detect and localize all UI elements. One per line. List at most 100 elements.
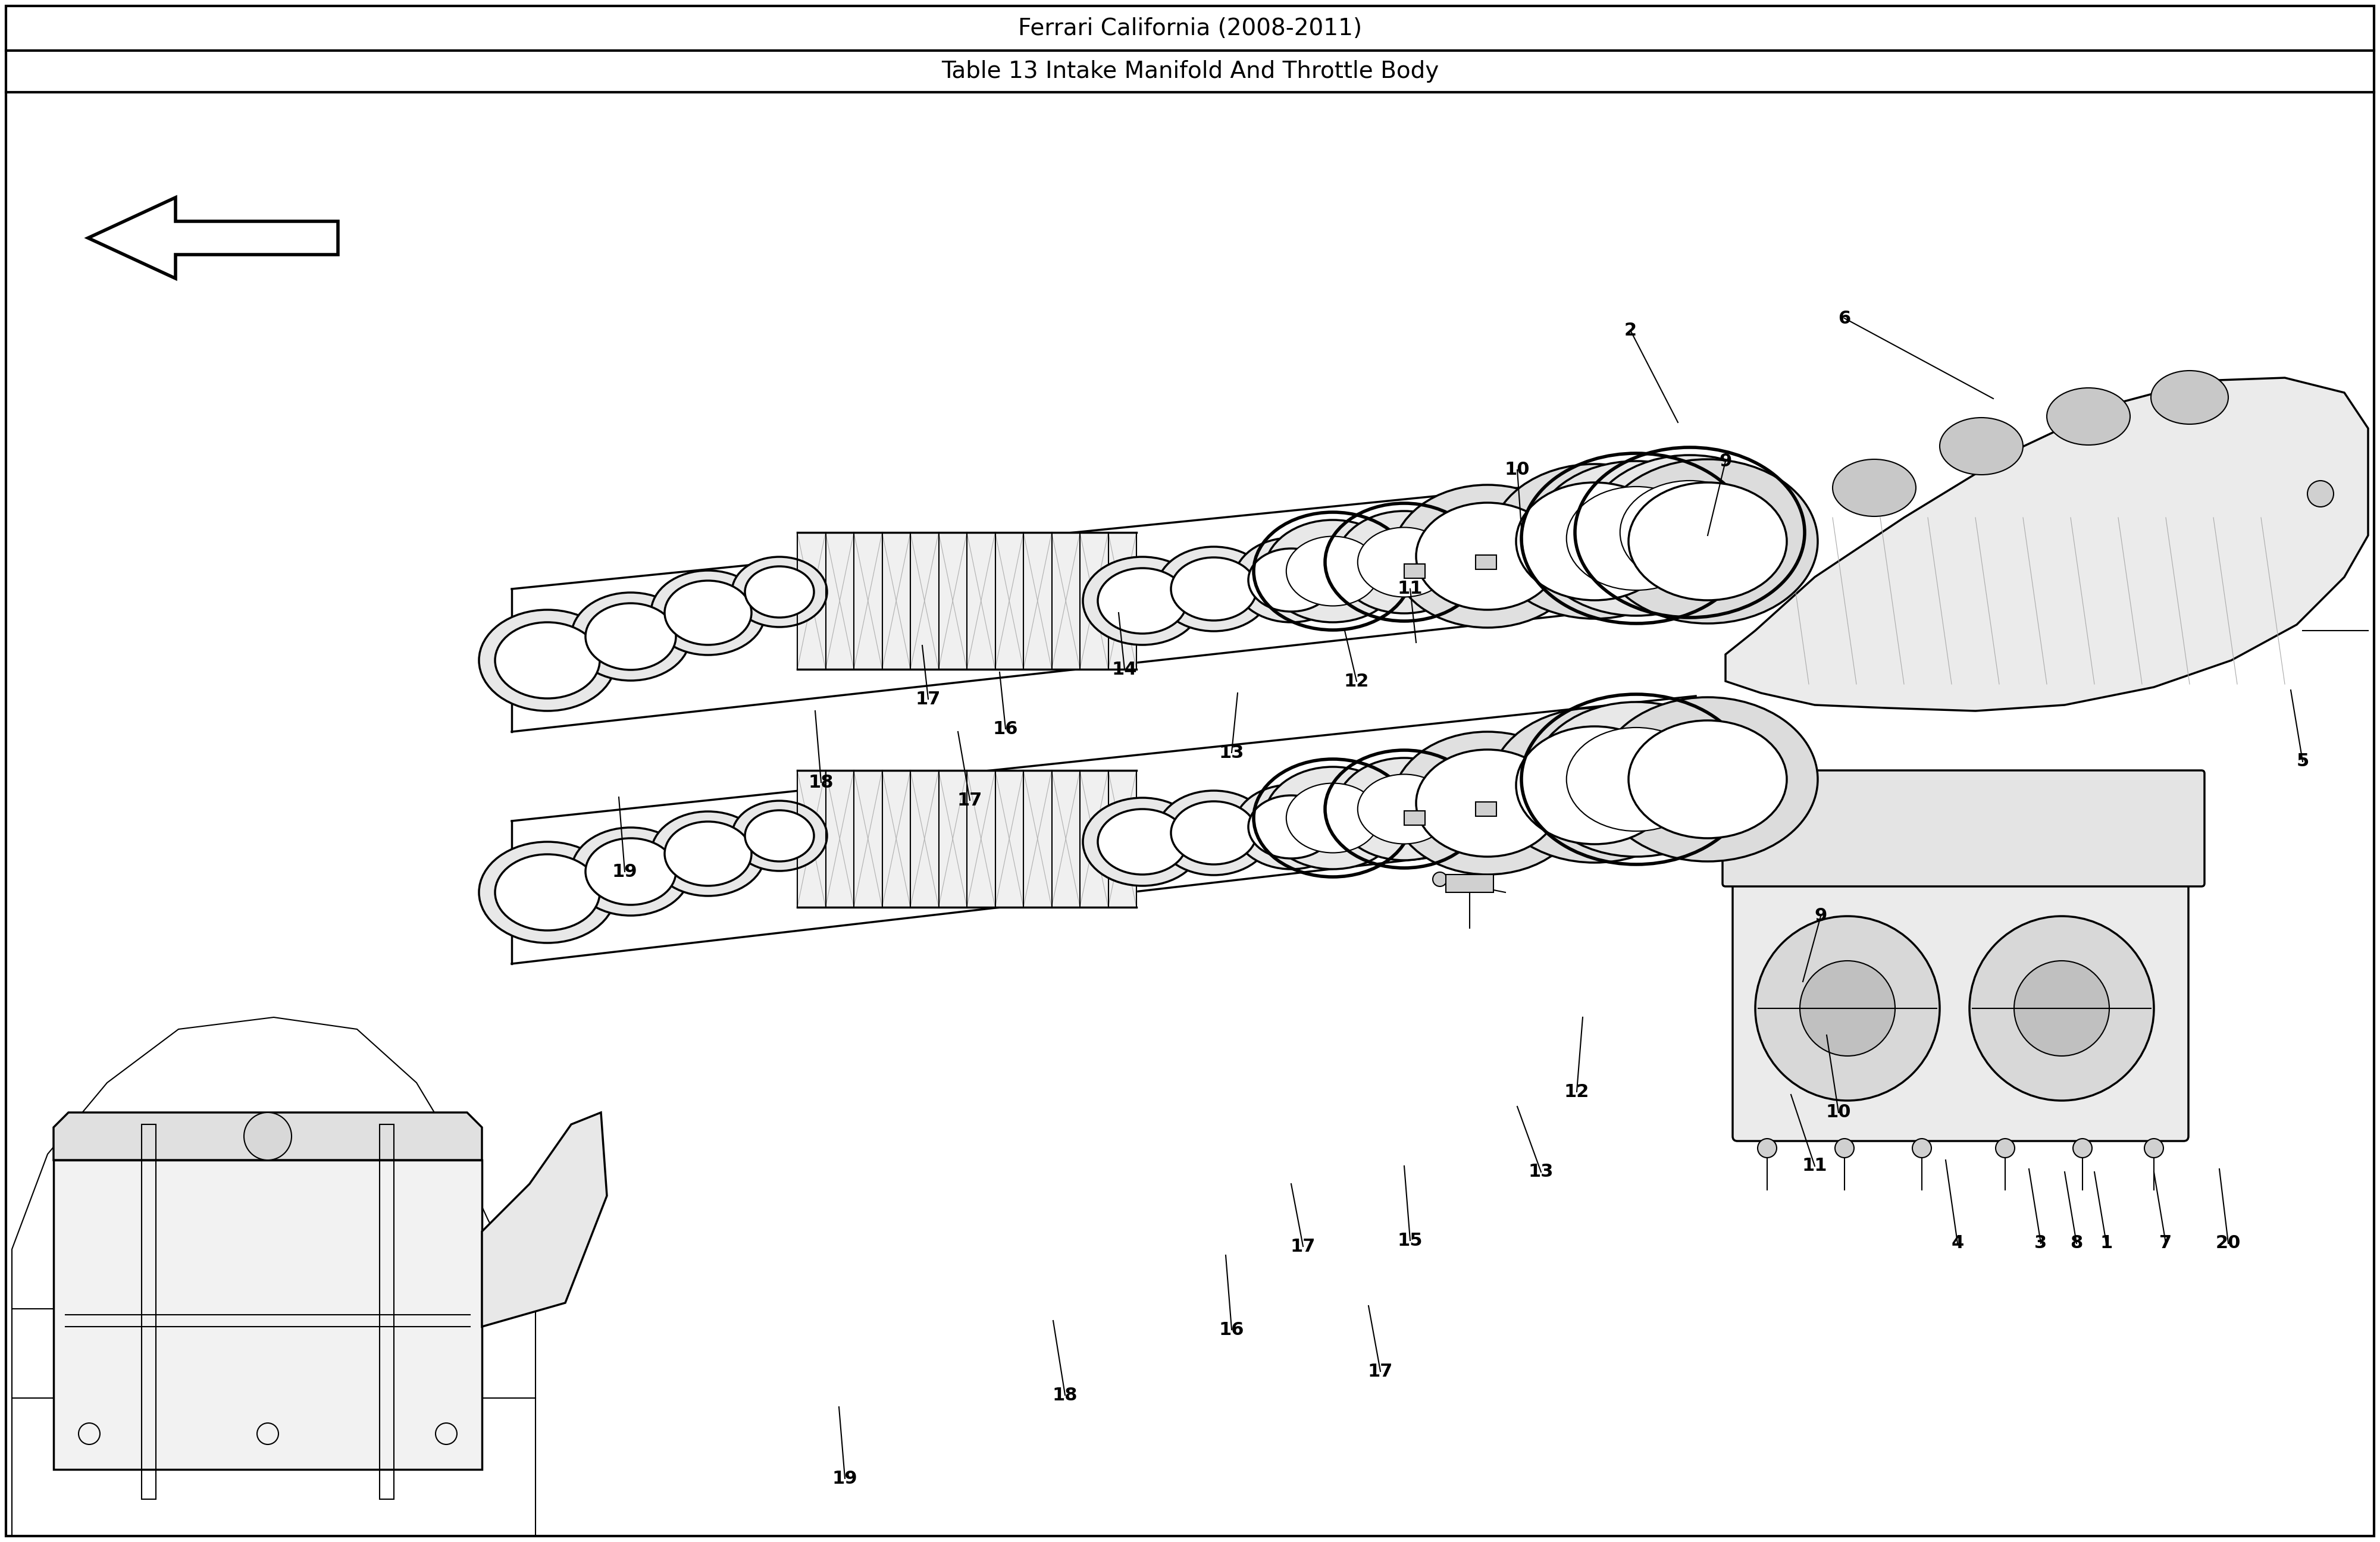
Ellipse shape — [1566, 728, 1706, 831]
Ellipse shape — [1264, 520, 1402, 623]
Ellipse shape — [1392, 732, 1583, 874]
Ellipse shape — [733, 800, 828, 871]
Ellipse shape — [652, 811, 766, 896]
Text: 1: 1 — [2099, 1235, 2113, 1252]
Bar — [1447, 874, 1495, 893]
Ellipse shape — [2152, 370, 2228, 424]
Ellipse shape — [1628, 483, 1787, 600]
Polygon shape — [481, 1112, 607, 1326]
Text: 15: 15 — [1397, 1232, 1423, 1249]
Polygon shape — [1726, 378, 2368, 711]
Text: 19: 19 — [833, 1470, 857, 1486]
Ellipse shape — [1490, 464, 1699, 618]
Ellipse shape — [1264, 766, 1402, 870]
Ellipse shape — [478, 842, 616, 942]
Ellipse shape — [664, 581, 752, 645]
Ellipse shape — [1585, 455, 1795, 609]
Text: 16: 16 — [1219, 1321, 1245, 1338]
Ellipse shape — [1490, 708, 1699, 862]
Polygon shape — [52, 1112, 481, 1160]
Ellipse shape — [1357, 774, 1452, 843]
Text: 11: 11 — [1397, 580, 1423, 598]
Text: 9: 9 — [1814, 908, 1828, 925]
Text: 13: 13 — [1219, 743, 1245, 762]
Bar — [381, 1124, 395, 1499]
Text: 18: 18 — [809, 774, 833, 791]
Text: 12: 12 — [1345, 672, 1368, 689]
Ellipse shape — [664, 822, 752, 885]
Text: 8: 8 — [2071, 1235, 2082, 1252]
Text: 20: 20 — [2216, 1235, 2242, 1252]
Text: 5: 5 — [2297, 752, 2309, 769]
Ellipse shape — [733, 557, 828, 628]
Circle shape — [1799, 961, 1894, 1056]
Ellipse shape — [1833, 460, 1916, 517]
Bar — [1476, 555, 1497, 569]
Bar — [52, 1160, 481, 1470]
Circle shape — [1971, 916, 2154, 1101]
Circle shape — [1835, 1138, 1854, 1158]
Ellipse shape — [1416, 503, 1559, 609]
Bar — [1476, 802, 1497, 816]
Ellipse shape — [1233, 538, 1347, 623]
Ellipse shape — [571, 592, 690, 680]
Ellipse shape — [571, 828, 690, 916]
Ellipse shape — [745, 566, 814, 617]
Circle shape — [1994, 1138, 2013, 1158]
Circle shape — [2013, 961, 2109, 1056]
Ellipse shape — [495, 854, 600, 930]
Bar — [1404, 811, 1426, 825]
Circle shape — [2144, 1138, 2163, 1158]
Ellipse shape — [1157, 791, 1271, 876]
Ellipse shape — [1392, 484, 1583, 628]
Ellipse shape — [1566, 487, 1706, 591]
Ellipse shape — [1416, 749, 1559, 857]
FancyBboxPatch shape — [1733, 876, 2190, 1141]
Circle shape — [245, 1112, 290, 1160]
Ellipse shape — [1083, 797, 1202, 885]
Bar — [1404, 564, 1426, 578]
Circle shape — [2309, 481, 2332, 507]
Bar — [143, 1124, 157, 1499]
Ellipse shape — [1516, 726, 1673, 843]
Ellipse shape — [1247, 796, 1333, 859]
Ellipse shape — [1171, 802, 1257, 865]
Text: 13: 13 — [1528, 1163, 1554, 1181]
Text: 10: 10 — [1825, 1104, 1852, 1121]
Ellipse shape — [1285, 537, 1380, 606]
Ellipse shape — [1247, 549, 1333, 612]
Ellipse shape — [1940, 418, 2023, 475]
Ellipse shape — [1097, 810, 1188, 874]
Text: 19: 19 — [612, 864, 638, 880]
Text: 18: 18 — [1052, 1386, 1078, 1403]
Text: 4: 4 — [1952, 1235, 1964, 1252]
Text: 7: 7 — [2159, 1235, 2173, 1252]
Polygon shape — [88, 197, 338, 279]
Ellipse shape — [478, 609, 616, 711]
Ellipse shape — [1628, 720, 1787, 839]
Ellipse shape — [1597, 697, 1818, 862]
Ellipse shape — [1233, 785, 1347, 870]
Ellipse shape — [1157, 547, 1271, 631]
Ellipse shape — [1357, 527, 1452, 597]
Ellipse shape — [1083, 557, 1202, 645]
Text: 2: 2 — [1623, 322, 1637, 339]
Ellipse shape — [1516, 483, 1673, 600]
Ellipse shape — [1335, 510, 1473, 614]
Text: 9: 9 — [1718, 452, 1733, 470]
Text: Ferrari California (2008-2011): Ferrari California (2008-2011) — [1019, 17, 1361, 40]
Circle shape — [1756, 916, 1940, 1101]
Ellipse shape — [585, 603, 676, 669]
Ellipse shape — [495, 623, 600, 699]
Ellipse shape — [1597, 460, 1818, 623]
Ellipse shape — [1097, 567, 1188, 634]
Text: 17: 17 — [1290, 1238, 1316, 1255]
Text: 12: 12 — [1564, 1082, 1590, 1101]
Circle shape — [2073, 1138, 2092, 1158]
Ellipse shape — [1285, 783, 1380, 853]
Ellipse shape — [585, 839, 676, 905]
Text: 17: 17 — [916, 691, 940, 708]
Circle shape — [1914, 1138, 1933, 1158]
Text: 10: 10 — [1504, 461, 1530, 478]
FancyBboxPatch shape — [1723, 771, 2204, 887]
